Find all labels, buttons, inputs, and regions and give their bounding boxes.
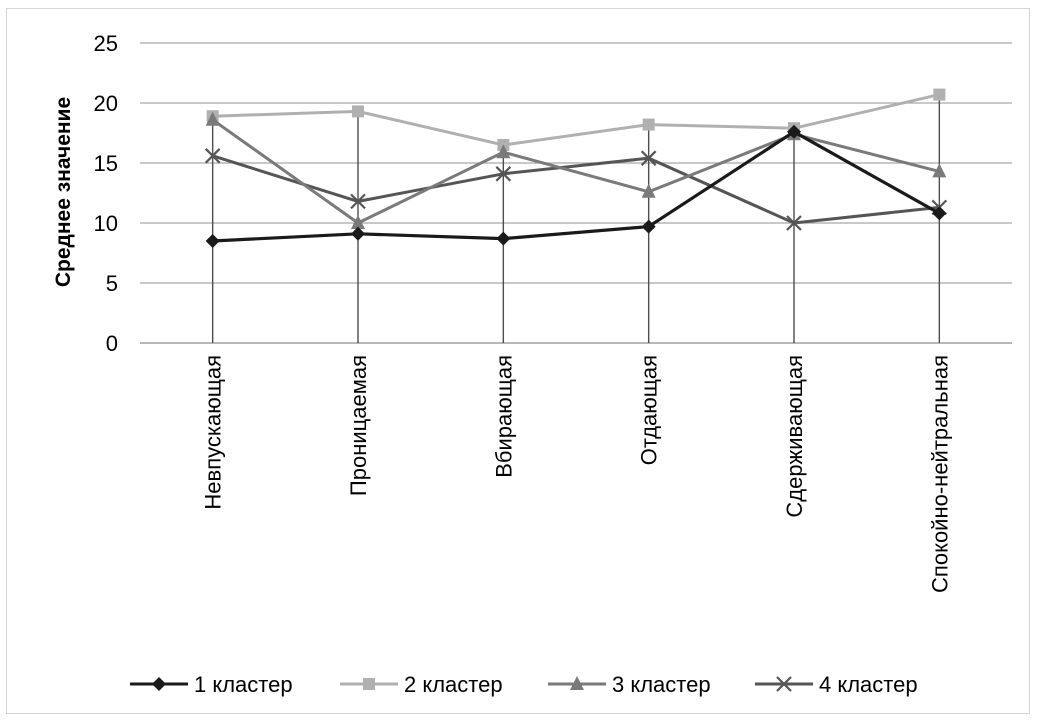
x-category-label: Проницаемая: [346, 355, 371, 496]
legend-label: 1 кластер: [194, 672, 293, 697]
data-point: [204, 148, 221, 164]
x-category-label: Сдерживающая: [782, 355, 807, 518]
x-category-label: Отдающая: [637, 355, 662, 465]
series-4: [204, 148, 948, 231]
data-point: [496, 231, 511, 246]
data-point: [641, 219, 656, 234]
legend: 1 кластер 2 кластер 3 кластер 4 кластер: [130, 672, 918, 697]
data-point: [205, 234, 220, 248]
y-tick-label: 20: [94, 91, 118, 116]
legend-marker: [152, 677, 166, 691]
y-tick-label: 10: [94, 211, 118, 236]
data-point: [786, 215, 802, 231]
data-point: [352, 105, 364, 118]
data-point: [787, 124, 801, 139]
y-tick-label: 15: [94, 151, 118, 176]
series-1: [205, 124, 947, 248]
data-point: [495, 166, 512, 182]
x-category-label: Невпускающая: [201, 355, 226, 510]
data-point: [932, 163, 947, 178]
legend-marker: [570, 676, 584, 690]
data-point: [640, 150, 657, 166]
series-lines: [204, 88, 948, 248]
data-point: [933, 88, 946, 101]
legend-item: 1 кластер: [130, 672, 293, 697]
data-point: [350, 193, 366, 210]
legend-label: 3 кластер: [612, 672, 711, 697]
x-category-label: Вбирающая: [491, 355, 516, 478]
data-point: [205, 111, 220, 126]
series-3: [205, 111, 947, 229]
data-point: [642, 118, 655, 131]
y-tick-label: 5: [106, 271, 118, 296]
gridlines: [140, 42, 1012, 344]
data-point: [351, 226, 365, 241]
legend-marker: [363, 678, 375, 690]
legend-item: 4 кластер: [755, 672, 918, 697]
data-point: [351, 215, 365, 229]
x-axis-categories: Невпускающая Проницаемая Вбирающая Отдающая…: [201, 355, 953, 593]
x-category-label: Спокойно-нейтральная: [927, 355, 952, 593]
chart-frame: [6, 8, 1030, 714]
data-point: [641, 183, 656, 198]
y-tick-label: 0: [106, 331, 118, 356]
series-line: [211, 118, 940, 225]
series-line: [212, 129, 941, 243]
legend-item: 3 кластер: [548, 672, 711, 697]
data-point: [496, 144, 511, 159]
legend-marker: [776, 676, 792, 692]
series-2: [206, 88, 946, 151]
y-axis-ticks: 0 5 10 15 20 25: [94, 31, 118, 356]
series-line: [212, 93, 940, 147]
legend-item: 2 кластер: [340, 672, 503, 697]
series-line: [212, 154, 940, 225]
data-point: [932, 206, 947, 221]
legend-label: 2 кластер: [404, 672, 503, 697]
y-tick-label: 25: [94, 31, 118, 56]
y-axis-label: Среднее значение: [52, 97, 75, 287]
legend-label: 4 кластер: [819, 672, 918, 697]
